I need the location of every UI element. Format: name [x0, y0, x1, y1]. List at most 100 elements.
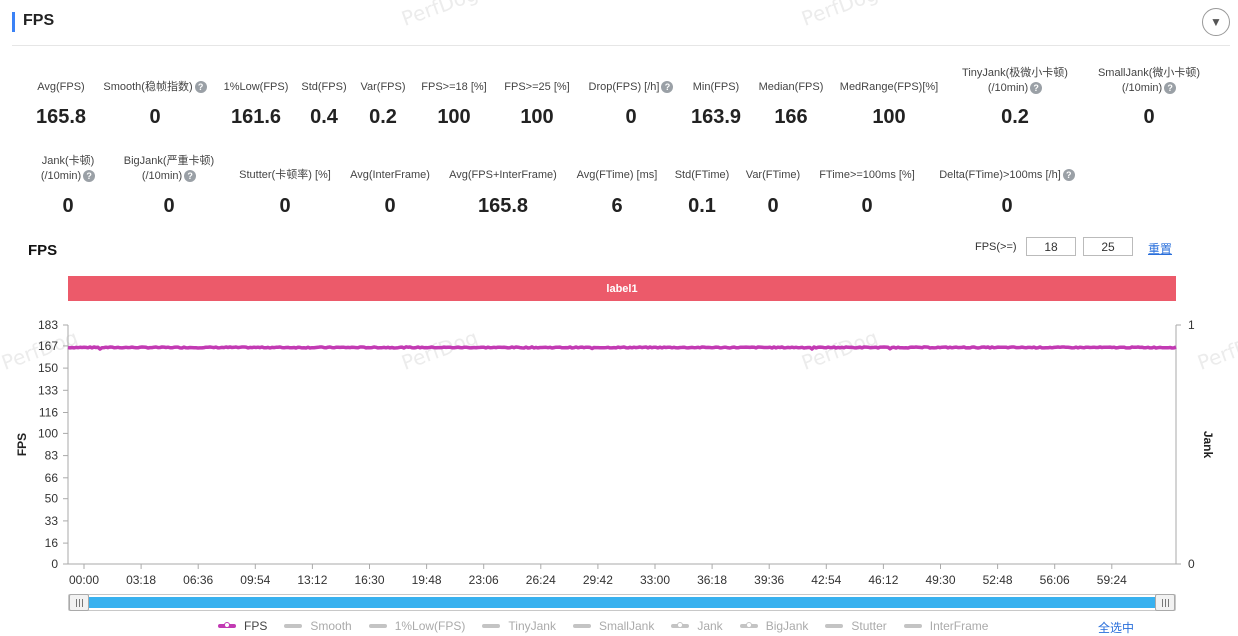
slider-left-handle[interactable] — [69, 594, 89, 611]
metric-label: MedRange(FPS)[%] — [839, 81, 939, 93]
series-layer — [67, 345, 1177, 351]
slider-right-handle[interactable] — [1155, 594, 1175, 611]
help-icon[interactable]: ? — [1030, 82, 1043, 95]
metric-item: Median(FPS) 166 — [711, 80, 871, 128]
select-all-link[interactable]: 全选中 — [1098, 621, 1135, 635]
metric-value: 100 — [872, 106, 906, 128]
metric-label: Stutter(卡顿率) [%] — [239, 169, 331, 181]
metric-label-unit: (/10min)? — [935, 81, 1095, 96]
metric-label: Jank(卡顿) — [41, 155, 95, 167]
legend-swatch — [572, 624, 591, 628]
metric-label: SmallJank(微小卡顿) — [1097, 67, 1201, 79]
metric-item: Avg(FTime) [ms] 6 — [537, 168, 697, 217]
legend-swatch — [739, 622, 758, 628]
legend-item[interactable]: SmallJank — [572, 619, 654, 633]
metric-item: Jank(卡顿) (/10min)? 0 — [0, 154, 148, 217]
metric-label: Var(FPS) — [360, 81, 406, 93]
x-tick-label: 26:24 — [526, 573, 556, 587]
metric-label: 1%Low(FPS) — [223, 81, 289, 93]
legend-label: Stutter — [851, 619, 887, 633]
metric-value: 0 — [1143, 106, 1155, 128]
metric-item: Drop(FPS) [/h]? 0 — [551, 80, 711, 128]
y-tick-label: 100 — [38, 426, 58, 440]
metric-value: 0.2 — [1001, 106, 1029, 128]
metric-value: 0.4 — [310, 106, 338, 128]
help-icon[interactable]: ? — [194, 81, 207, 94]
metric-label: Std(FPS) — [301, 81, 347, 93]
metric-item: TinyJank(极微小卡顿) (/10min)? 0.2 — [935, 66, 1095, 128]
y-tick-label: 66 — [45, 471, 59, 485]
fps-threshold-input-2[interactable] — [1083, 237, 1133, 256]
metric-value: 0 — [1001, 195, 1013, 217]
help-icon[interactable]: ? — [184, 170, 197, 183]
watermark: PerfDog — [798, 325, 881, 375]
legend-item[interactable]: Smooth — [284, 619, 352, 633]
metric-item: FPS>=18 [%] 100 — [374, 80, 534, 128]
collapse-button[interactable]: ▼ — [1202, 8, 1230, 36]
metric-label: Median(FPS) — [758, 81, 824, 93]
metric-value: 0 — [62, 195, 74, 217]
metric-value: 0.1 — [688, 195, 716, 217]
metric-label-unit: (/10min)? — [89, 169, 249, 184]
y-tick-label: 33 — [45, 514, 59, 528]
x-tick-label: 06:36 — [183, 573, 213, 587]
legend-label: TinyJank — [508, 619, 556, 633]
x-tick-label: 13:12 — [297, 573, 327, 587]
legend-swatch — [903, 624, 922, 628]
metric-item: Avg(FPS) 165.8 — [0, 80, 141, 128]
legend-item[interactable]: InterFrame — [903, 619, 989, 633]
legend-item[interactable]: 1%Low(FPS) — [368, 619, 465, 633]
metric-label: Var(FTime) — [745, 169, 801, 181]
y2-axis-title: Jank — [1201, 431, 1215, 459]
metric-item: Var(FPS) 0.2 — [303, 80, 463, 128]
metric-value: 0 — [767, 195, 779, 217]
help-icon[interactable]: ? — [83, 170, 96, 183]
legend-swatch — [825, 624, 844, 628]
metric-item: FPS>=25 [%] 100 — [457, 80, 617, 128]
metric-label: Min(FPS) — [692, 81, 740, 93]
legend-item[interactable]: BigJank — [739, 619, 808, 633]
x-tick-label: 03:18 — [126, 573, 156, 587]
metric-value: 161.6 — [230, 106, 282, 128]
metric-value: 0 — [384, 195, 396, 217]
time-range-slider[interactable] — [68, 594, 1176, 611]
x-tick-label: 59:24 — [1097, 573, 1127, 587]
help-icon[interactable]: ? — [1164, 82, 1177, 95]
metric-value: 100 — [520, 106, 554, 128]
metric-label: Avg(InterFrame) — [350, 169, 430, 181]
help-icon[interactable]: ? — [661, 81, 674, 94]
watermark: PerfDog — [398, 325, 481, 375]
legend-label: InterFrame — [929, 619, 989, 633]
legend-item[interactable]: Jank — [671, 619, 723, 633]
metric-label: Std(FTime) — [674, 169, 730, 181]
metric-value: 0 — [163, 195, 175, 217]
x-tick-label: 49:30 — [925, 573, 955, 587]
legend-item[interactable]: Stutter — [825, 619, 887, 633]
fps-threshold-input-1[interactable] — [1026, 237, 1076, 256]
metric-value: 100 — [437, 106, 471, 128]
x-tick-label: 36:18 — [697, 573, 727, 587]
y-axis-title: FPS — [15, 433, 29, 456]
label-band[interactable]: label1 — [68, 276, 1176, 301]
metric-value: 0 — [279, 195, 291, 217]
x-tick-label: 00:00 — [69, 573, 99, 587]
help-icon[interactable]: ? — [1062, 169, 1075, 182]
y-tick-label: 133 — [38, 383, 58, 397]
reset-link[interactable]: 重置 — [1148, 242, 1173, 256]
metric-label: FPS>=18 [%] — [421, 81, 487, 93]
metric-item: Avg(FPS+InterFrame) 165.8 — [423, 168, 583, 217]
metric-label: Smooth(稳帧指数)? — [75, 80, 235, 95]
metric-label-unit: (/10min)? — [1069, 81, 1229, 96]
x-tick-label: 52:48 — [983, 573, 1013, 587]
panel-title: FPS — [23, 12, 55, 29]
metric-label: FTime>=100ms [%] — [819, 169, 915, 181]
y-tick-label: 83 — [45, 449, 59, 463]
metric-item: Stutter(卡顿率) [%] 0 — [205, 168, 365, 217]
y-tick-label: 16 — [45, 536, 59, 550]
metric-item: Std(FPS) 0.4 — [244, 80, 404, 128]
x-tick-label: 42:54 — [811, 573, 841, 587]
legend-item[interactable]: FPS — [218, 619, 267, 633]
y-tick-label: 150 — [38, 361, 58, 375]
legend-item[interactable]: TinyJank — [482, 619, 556, 633]
legend-swatch — [218, 622, 236, 628]
